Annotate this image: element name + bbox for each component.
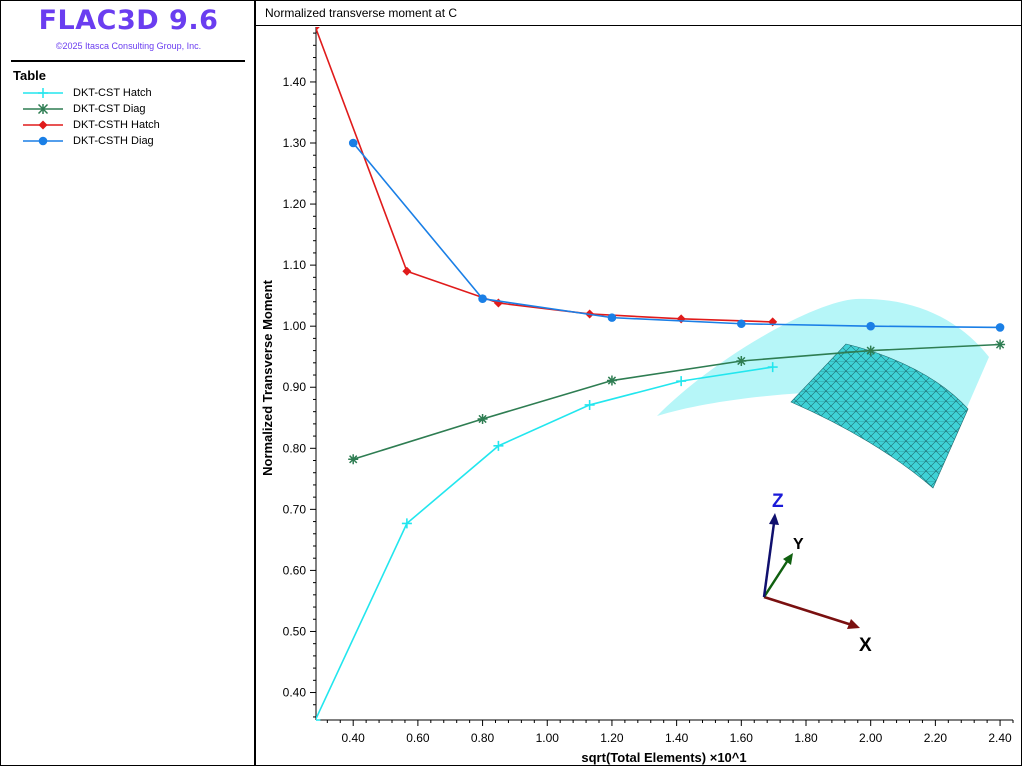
y-tick-label: 0.50 <box>283 624 307 638</box>
y-tick-label: 1.00 <box>283 319 307 333</box>
series-dkt-csth-hatch <box>316 27 778 327</box>
x-tick-label: 2.00 <box>859 731 883 745</box>
data-point <box>401 518 412 529</box>
legend-label: DKT-CSTH Diag <box>73 135 154 147</box>
legend-swatch-plus-icon <box>23 88 63 98</box>
triad-z-arrowhead <box>769 513 779 525</box>
plot-title: Normalized transverse moment at C <box>265 6 458 20</box>
y-tick-label: 0.40 <box>283 686 307 700</box>
model-mesh-patch <box>790 343 969 489</box>
triad-x-arrow <box>763 595 853 627</box>
x-tick-label: 1.80 <box>794 731 818 745</box>
data-point <box>736 355 747 366</box>
data-point <box>737 319 746 329</box>
data-point <box>316 715 321 721</box>
x-axis-title: sqrt(Total Elements) ×10^1 <box>581 750 746 765</box>
legend-heading: Table <box>13 68 46 83</box>
y-tick-label: 1.30 <box>283 136 307 150</box>
triad-z-label: Z <box>772 491 784 512</box>
x-tick-label: 1.00 <box>536 731 560 745</box>
app-title: FLAC3D 9.6 <box>38 5 219 36</box>
series-dkt-cst-hatch <box>316 362 778 721</box>
data-point <box>676 314 686 324</box>
chart-area[interactable]: 0.40 0.60 0.80 1.00 1.20 1.40 1.60 1.80 … <box>256 1 1021 765</box>
data-point <box>865 345 876 356</box>
plot-panel: Normalized transverse moment at C 0.40 0… <box>255 0 1022 766</box>
series-layer <box>316 27 1006 721</box>
legend-list: DKT-CST Hatch DKT-CST Diag DKT-CSTH Hatc… <box>23 85 160 149</box>
data-point <box>995 339 1006 350</box>
triad-x-arrowhead <box>847 619 860 629</box>
data-point <box>493 440 504 451</box>
data-point <box>606 375 617 386</box>
series-line <box>316 27 773 323</box>
series-dkt-cst-diag <box>348 339 1006 465</box>
y-tick-label: 0.60 <box>283 563 307 577</box>
axis-ticks <box>310 32 1014 726</box>
data-point <box>402 266 412 276</box>
copyright-text: ©2025 Itasca Consulting Group, Inc. <box>55 41 202 51</box>
legend-panel: FLAC3D 9.6 ©2025 Itasca Consulting Group… <box>0 0 255 766</box>
legend-item-dkt-cst-hatch[interactable]: DKT-CST Hatch <box>23 85 160 101</box>
x-tick-label: 2.40 <box>988 731 1012 745</box>
legend-item-dkt-cst-diag[interactable]: DKT-CST Diag <box>23 101 160 117</box>
triad-y-arrow <box>762 559 790 598</box>
data-point <box>477 413 488 424</box>
legend-item-dkt-csth-hatch[interactable]: DKT-CSTH Hatch <box>23 117 160 133</box>
legend-label: DKT-CSTH Hatch <box>73 119 160 131</box>
title-divider <box>11 60 245 62</box>
series-dkt-csth-diag <box>348 138 1005 332</box>
y-tick-label: 0.70 <box>283 502 307 516</box>
data-point <box>676 376 687 387</box>
data-point <box>348 454 359 465</box>
y-tick-label: 1.20 <box>283 197 307 211</box>
y-tick-label: 1.40 <box>283 75 307 89</box>
series-line <box>352 142 1001 329</box>
data-point <box>316 27 320 31</box>
axis-triad: X Y Z <box>762 491 872 656</box>
triad-x-label: X <box>859 635 872 656</box>
data-point <box>995 323 1005 332</box>
y-tick-label: 1.10 <box>283 258 307 272</box>
y-tick-label: 0.80 <box>283 441 307 455</box>
triad-y-label: Y <box>793 536 804 553</box>
data-point <box>866 321 875 331</box>
data-point <box>767 362 778 373</box>
legend-label: DKT-CST Hatch <box>73 87 152 99</box>
legend-label: DKT-CST Diag <box>73 103 146 115</box>
data-point <box>348 138 358 148</box>
legend-swatch-diamond-icon <box>23 120 63 130</box>
data-point <box>584 399 595 410</box>
y-axis-title: Normalized Transverse Moment <box>260 279 275 475</box>
model-preview <box>657 298 989 489</box>
x-tick-label: 0.60 <box>406 731 430 745</box>
series-line <box>316 366 773 721</box>
x-tick-label: 0.40 <box>342 731 366 745</box>
data-point <box>607 313 617 322</box>
triad-z-arrow <box>762 522 776 598</box>
series-line <box>352 343 1001 461</box>
legend-swatch-circle-icon <box>23 136 63 146</box>
triad-y-arrowhead <box>783 553 793 565</box>
legend-swatch-star-icon <box>23 103 63 115</box>
x-tick-label: 1.20 <box>600 731 624 745</box>
x-tick-label: 1.40 <box>665 731 689 745</box>
legend-item-dkt-csth-diag[interactable]: DKT-CSTH Diag <box>23 133 160 149</box>
plot-header: Normalized transverse moment at C <box>256 1 1021 26</box>
x-tick-label: 2.20 <box>924 731 948 745</box>
y-tick-label: 0.90 <box>283 380 307 394</box>
tick-labels: 0.40 0.60 0.80 1.00 1.20 1.40 1.60 1.80 … <box>283 75 1012 745</box>
x-tick-label: 1.60 <box>730 731 754 745</box>
x-tick-label: 0.80 <box>471 731 495 745</box>
data-point <box>478 294 487 304</box>
